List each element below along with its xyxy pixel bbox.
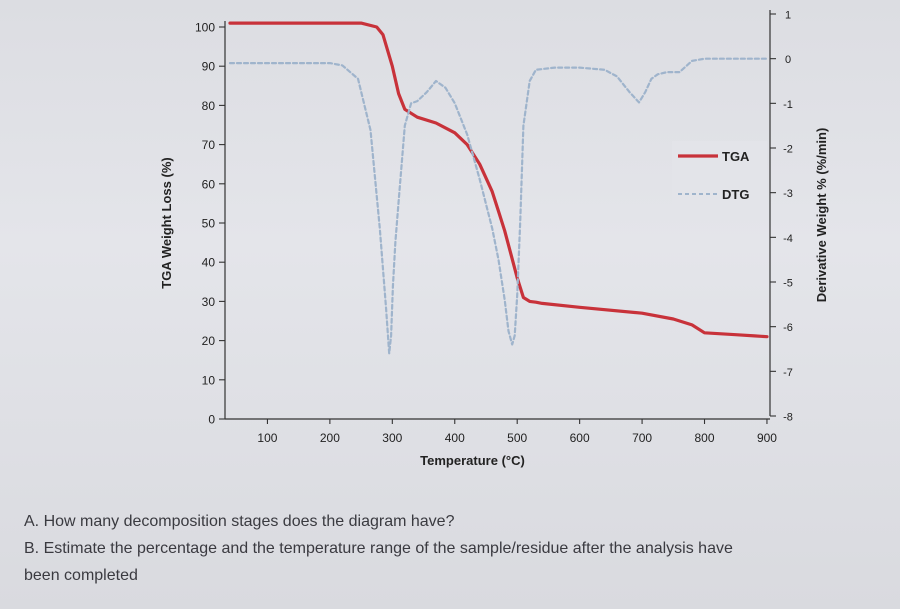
question-b: B. Estimate the percentage and the tempe… [24,540,733,557]
y-tick-label: 10 [202,373,216,387]
y-tick-label: 100 [195,21,215,35]
question-b-continued: been completed [24,567,138,584]
y2-tick-label: 1 [785,10,791,22]
series-line-dtg [228,57,769,355]
y2-axis-label: Derivative Weight % (%/min) [814,128,829,303]
question-a: A. How many decomposition stages does th… [24,513,455,530]
y-tick-label: 90 [202,60,216,74]
y-tick-label: 50 [202,217,216,231]
x-tick-label: 700 [632,431,652,445]
y2-tick-label: 0 [785,54,791,66]
x-tick-label: 500 [507,431,527,445]
y2-tick-label: -7 [783,367,793,379]
y2-tick-label: -4 [783,233,793,245]
x-tick-label: 400 [445,431,465,445]
y-tick-label: 20 [202,334,216,348]
series-line-tga [228,21,769,339]
x-tick-label: 900 [757,431,777,445]
y-tick-label: 40 [202,256,216,270]
y2-tick-label: -6 [783,322,793,334]
legend-label-dtg: DTG [722,187,749,202]
x-tick-label: 600 [570,431,590,445]
y-tick-label: 70 [202,138,216,152]
y-tick-label: 0 [208,413,215,427]
y-axis-label: TGA Weight Loss (%) [159,157,174,288]
x-tick-label: 100 [257,431,277,445]
x-tick-label: 800 [695,431,715,445]
y2-tick-label: -3 [783,188,793,200]
y-tick-label: 80 [202,99,216,113]
y2-tick-label: -5 [783,278,793,290]
y2-tick-label: -1 [783,99,793,111]
x-axis-label: Temperature (°C) [420,453,525,468]
y2-tick-label: -8 [783,412,793,424]
y2-tick-label: -2 [783,144,793,156]
legend-box [672,141,767,212]
x-tick-label: 300 [382,431,402,445]
legend-label-tga: TGA [722,149,750,164]
x-tick-label: 200 [320,431,340,445]
y-tick-label: 30 [202,295,216,309]
y-tick-label: 60 [202,177,216,191]
